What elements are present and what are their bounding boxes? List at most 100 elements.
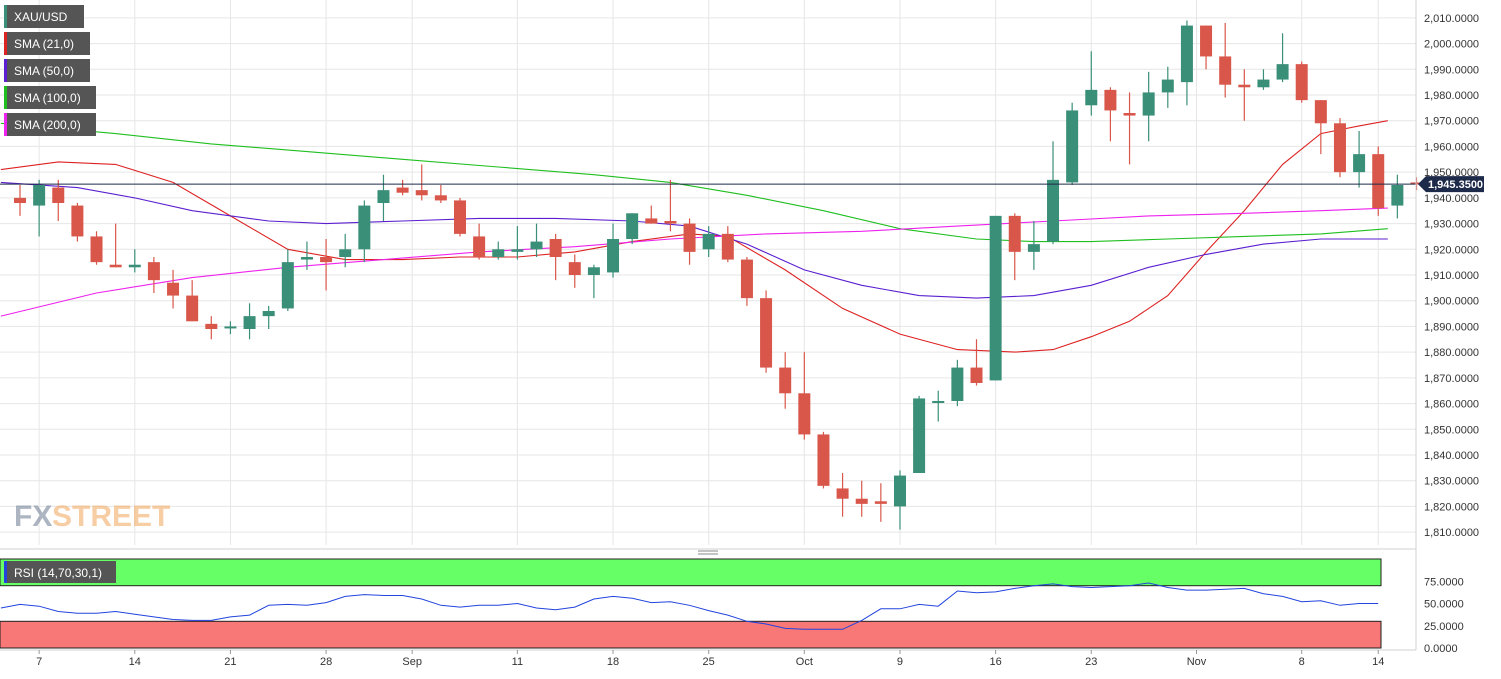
legend-sma-100[interactable]: SMA (100,0) [4, 86, 96, 109]
candle-body [90, 236, 103, 263]
candle-body [1123, 113, 1136, 116]
candle-body [645, 218, 658, 224]
legend-symbol[interactable]: XAU/USD [4, 5, 84, 28]
candle [779, 352, 792, 409]
price-tick-label: 1,930.0000 [1424, 219, 1479, 231]
candle-body [109, 264, 122, 268]
price-tick-label: 1,920.0000 [1424, 244, 1479, 256]
candle [1008, 213, 1021, 281]
candle-body [1066, 110, 1079, 183]
candle [1027, 221, 1040, 270]
candle-body [377, 190, 390, 203]
candle [473, 223, 486, 260]
candle-body [205, 323, 218, 329]
price-tick-label: 1,880.0000 [1424, 347, 1479, 359]
candle-body [932, 401, 945, 403]
candle [396, 179, 409, 196]
legend-sma-50-label: SMA (50,0) [14, 64, 74, 78]
candle-body [281, 262, 294, 309]
candle-body [587, 267, 600, 275]
current-price-tag [1418, 176, 1484, 193]
legend-sma-50[interactable]: SMA (50,0) [4, 59, 90, 82]
candle-body [683, 223, 696, 252]
price-tick-label: 1,850.0000 [1424, 424, 1479, 436]
price-tick-label: 1,960.0000 [1424, 141, 1479, 153]
candle-body [300, 257, 313, 260]
legend-rsi-label: RSI (14,70,30,1) [14, 566, 102, 580]
candle-body [951, 367, 964, 401]
legend-symbol-label: XAU/USD [14, 10, 68, 24]
rsi-overbought-zone [0, 558, 1382, 587]
legend-sma-200[interactable]: SMA (200,0) [4, 113, 96, 136]
legend-sma-21[interactable]: SMA (21,0) [4, 32, 90, 55]
candle [281, 249, 294, 311]
legend-sma-21-swatch [4, 32, 7, 55]
legend-sma-200-label: SMA (200,0) [14, 118, 81, 132]
candle [607, 223, 620, 278]
date-tick-label: Oct [796, 656, 813, 668]
candle [33, 179, 46, 237]
rsi-line [0, 582, 1379, 630]
candle-body [14, 197, 26, 203]
candle-body [893, 475, 906, 507]
candle [893, 470, 906, 530]
candle [1314, 100, 1327, 155]
price-tick-label: 2,010.0000 [1424, 13, 1479, 25]
legend-rsi[interactable]: RSI (14,70,30,1) [4, 561, 116, 583]
candles [14, 20, 1423, 530]
sma-line-2 [0, 122, 1388, 243]
candle [760, 290, 773, 373]
price-tick-label: 1,900.0000 [1424, 296, 1479, 308]
candle [951, 359, 964, 407]
date-axis: 7 14 21 28 Sep 11 18 25 Oct 9 16 23 Nov 8 14 [0, 649, 1416, 668]
candle [1123, 92, 1136, 165]
candle-body [224, 326, 237, 329]
watermark-fx: FX [14, 500, 52, 533]
candle-body [1238, 84, 1251, 88]
candle [186, 280, 199, 322]
legend-rsi-swatch [4, 561, 7, 583]
price-tick-label: 1,870.0000 [1424, 373, 1479, 385]
sma-lines [0, 120, 1388, 353]
candle-body [549, 239, 562, 257]
candle-body [262, 311, 275, 317]
candle-body [1314, 100, 1327, 124]
candle-body [1391, 185, 1404, 206]
candle-body [147, 262, 160, 281]
candle-body [396, 187, 409, 193]
candle-body [167, 282, 180, 296]
candle [626, 213, 639, 245]
candle [645, 205, 658, 224]
date-tick-label: Nov [1187, 656, 1207, 668]
candle [492, 241, 505, 260]
candle [1104, 87, 1117, 142]
candle [14, 185, 26, 216]
date-tick-label: Sep [402, 656, 422, 668]
candle [358, 200, 371, 263]
price-axis: 1,810.0000 1,820.0000 1,830.0000 1,840.0000… [1424, 13, 1479, 539]
candle-body [874, 501, 887, 504]
candle-body [740, 259, 753, 299]
candle [1257, 69, 1270, 90]
candle-body [1180, 25, 1193, 83]
candle [702, 226, 715, 257]
candle-body [817, 434, 830, 486]
date-tick-label: 9 [897, 656, 903, 668]
candle [377, 174, 390, 221]
candle-body [511, 249, 524, 252]
candle [300, 241, 313, 270]
legend-sma-50-swatch [4, 59, 7, 82]
pane-divider[interactable] [0, 548, 1416, 555]
candle [913, 395, 926, 473]
candle [434, 185, 447, 203]
candle-body [453, 200, 466, 234]
candle [1391, 174, 1404, 219]
candle [167, 269, 180, 309]
price-tick-label: 1,980.0000 [1424, 90, 1479, 102]
candle-body [664, 221, 677, 224]
date-tick-label: 28 [320, 656, 332, 668]
candle [1333, 118, 1346, 178]
date-tick-label: 14 [1372, 656, 1384, 668]
candle-body [721, 233, 734, 260]
